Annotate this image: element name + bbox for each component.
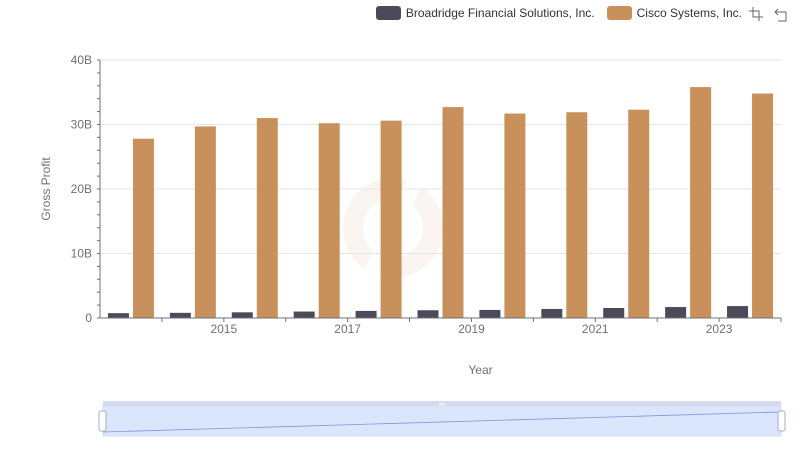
x-tick-label: 2019: [458, 322, 485, 336]
bar-broadridge-2017[interactable]: [293, 311, 315, 318]
bar-broadridge-2022[interactable]: [603, 308, 625, 318]
x-tick-label: 2017: [334, 322, 361, 336]
zoom-selection[interactable]: [102, 405, 782, 437]
bars: [107, 87, 774, 319]
legend-item-broadridge[interactable]: Broadridge Financial Solutions, Inc.: [375, 6, 595, 20]
chart-legend: Broadridge Financial Solutions, Inc. Cis…: [364, 4, 742, 22]
y-tick-label: 0: [85, 311, 92, 325]
x-tick-label: 2015: [210, 322, 237, 336]
zoom-handle-left[interactable]: [98, 410, 107, 432]
bar-cisco-2020[interactable]: [504, 113, 526, 318]
x-tick-label: 2021: [582, 322, 609, 336]
legend-swatch-cisco: [606, 6, 632, 20]
x-tick-label: 2023: [706, 322, 733, 336]
y-tick-label: 20B: [71, 182, 92, 196]
bar-cisco-2021[interactable]: [566, 112, 588, 319]
bar-broadridge-2018[interactable]: [355, 310, 377, 318]
bar-broadridge-2016[interactable]: [231, 312, 253, 318]
bar-cisco-2022[interactable]: [628, 109, 650, 318]
zoom-handle-right[interactable]: [777, 410, 786, 432]
y-axis-title: Gross Profit: [39, 157, 53, 221]
bar-broadridge-2024[interactable]: [727, 306, 749, 318]
bar-cisco-2017[interactable]: [318, 123, 340, 319]
bar-cisco-2015[interactable]: [194, 126, 216, 318]
legend-label-cisco: Cisco Systems, Inc.: [636, 6, 742, 20]
bar-broadridge-2020[interactable]: [479, 309, 501, 318]
y-tick-label: 30B: [71, 118, 92, 132]
bar-cisco-2016[interactable]: [256, 118, 278, 318]
zoom-grip-icon[interactable]: [439, 403, 445, 406]
x-axis-title: Year: [468, 363, 492, 377]
bar-broadridge-2015[interactable]: [169, 312, 191, 318]
crosshair-zoom-icon[interactable]: [748, 6, 764, 22]
legend-label-broadridge: Broadridge Financial Solutions, Inc.: [405, 6, 595, 20]
legend-swatch-broadridge: [375, 6, 401, 20]
bar-cisco-2019[interactable]: [442, 107, 464, 319]
chart-toolbox: [738, 6, 790, 22]
bar-cisco-2024[interactable]: [752, 93, 774, 318]
legend-item-cisco[interactable]: Cisco Systems, Inc.: [606, 6, 742, 20]
y-tick-label: 40B: [71, 53, 92, 67]
restore-icon[interactable]: [774, 6, 790, 22]
bar-cisco-2023[interactable]: [690, 87, 712, 318]
axes: 0 10B 20B 30B 40B 2015 2017 2019 2021 2023: [71, 53, 782, 336]
bar-broadridge-2014[interactable]: [107, 313, 129, 318]
y-tick-label: 10B: [71, 247, 92, 261]
bar-cisco-2014[interactable]: [132, 138, 154, 318]
data-zoom-slider[interactable]: [98, 401, 786, 437]
zoom-preview-line: [102, 411, 782, 433]
bar-cisco-2018[interactable]: [380, 120, 402, 318]
bar-broadridge-2019[interactable]: [417, 310, 439, 318]
bar-broadridge-2023[interactable]: [665, 307, 687, 318]
bar-broadridge-2021[interactable]: [541, 308, 563, 318]
